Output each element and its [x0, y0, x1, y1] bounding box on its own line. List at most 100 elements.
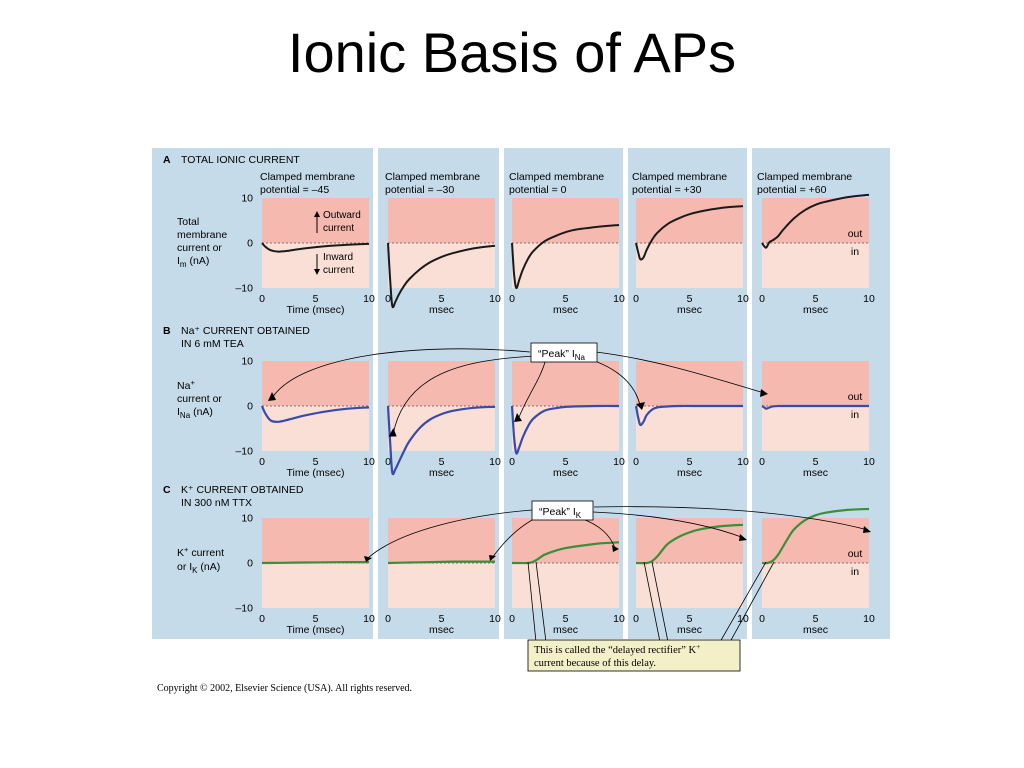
row-c-col-2-xlabel: msec	[553, 624, 578, 636]
row-a-col-1-xlabel: msec	[429, 304, 454, 316]
outward-arrow-head	[314, 211, 320, 217]
row-a-col-4-xlabel: msec	[803, 304, 828, 316]
peak-ina-arrow-3	[517, 361, 546, 421]
row-b-col-4-xtick-label: 5	[813, 456, 819, 468]
inward-annotation: Inward current	[314, 252, 354, 276]
row-a-col-1-inward-region	[388, 243, 495, 288]
row-a-col-0-outward-region	[262, 198, 369, 243]
peak-ik-arrow-1	[367, 509, 533, 559]
header-p0-line2: potential = –45	[260, 184, 329, 196]
row-c-col-2-xtick-label: 5	[563, 613, 569, 625]
row-c-col-3-xtick-label: 5	[687, 613, 693, 625]
row-a-col-1-xtick-label: 0	[385, 293, 391, 305]
row-a-ylabel-line1: Total	[177, 216, 199, 228]
row-a-col-2-xtick-label: 0	[509, 293, 515, 305]
row-b-col-1-xtick-label: 10	[489, 456, 501, 468]
row-c-col-0-xtick-label: 10	[363, 613, 375, 625]
row-b-col-4-xtick-label: 10	[863, 456, 875, 468]
slide-title: Ionic Basis of APs	[287, 21, 737, 84]
row-b-col-4-trace	[761, 404, 869, 410]
row-a-col-0-inward-region	[262, 243, 369, 288]
row-a-ylabel-line2: membrane	[177, 229, 227, 241]
row-b-col-2-xtick-label: 10	[613, 456, 625, 468]
row-a-col-2-xtick-label: 10	[613, 293, 625, 305]
delay-note-box	[527, 639, 741, 672]
delay-note-lines	[527, 561, 775, 643]
header-p2-line1: Clamped membrane	[509, 171, 604, 183]
row-c-col-0-xlabel: Time (msec)	[287, 624, 345, 636]
row-a-col-3-xtick-label: 5	[687, 293, 693, 305]
row-c-col-4-out-label: out	[848, 548, 863, 560]
row-a-col-2-trace	[511, 224, 620, 290]
peak-ik-arrowheads	[364, 526, 871, 562]
row-c-col-4-xtick-label: 5	[813, 613, 819, 625]
panel-a-title: TOTAL IONIC CURRENT	[181, 154, 300, 166]
row-c-col-1-xlabel: msec	[429, 624, 454, 636]
row-b-col-3-trace	[634, 404, 743, 427]
panel-c-title-1: K⁺ CURRENT OBTAINED	[181, 484, 304, 496]
row-c-ytick-label: 0	[247, 558, 253, 570]
row-a-col-4-xtick-label: 5	[813, 293, 819, 305]
row-b-ytick-label: 0	[247, 401, 253, 413]
row-a-col-3-xtick-label: 0	[633, 293, 639, 305]
row-c-col-1-inward-region	[388, 563, 495, 608]
peak-ina-callout-box	[530, 342, 598, 363]
row-c-col-1-trace	[387, 560, 495, 565]
row-b-col-4-in-label: in	[851, 409, 859, 421]
row-a-col-4-xtick-label: 0	[759, 293, 765, 305]
row-b-col-0-xtick-label: 5	[313, 456, 319, 468]
row-b-col-4-xlabel: msec	[803, 467, 828, 479]
row-c-col-1-outward-region	[388, 518, 495, 563]
row-c-col-4-xlabel: msec	[803, 624, 828, 636]
delay-line-2	[535, 561, 547, 643]
row-a-col-4-in-label: in	[851, 246, 859, 258]
row-c-col-4-xtick-label: 10	[863, 613, 875, 625]
row-b-col-0-xtick-label: 0	[259, 456, 265, 468]
row-c-col-0-inward-region	[262, 563, 369, 608]
column-headers: Clamped membrane potential = –45 Clamped…	[260, 171, 852, 196]
row-a-ytick-label: –10	[235, 283, 253, 295]
delay-line-5	[719, 561, 767, 643]
row-a-col-4-trace	[761, 193, 870, 249]
row-a-col-2-outward-region	[512, 198, 619, 243]
row-a-col-0-xlabel: Time (msec)	[287, 304, 345, 316]
panel-a-letter: A	[163, 154, 171, 166]
row-b-col-4-out-label: out	[848, 391, 863, 403]
row-a-col-3-trace	[635, 205, 744, 261]
row-c-col-0-outward-region	[262, 518, 369, 563]
row-a-col-4-out-label: out	[848, 228, 863, 240]
peak-ina-arrow-2	[392, 355, 535, 436]
column-dividers	[373, 148, 752, 639]
row-a-col-1-xtick-label: 5	[439, 293, 445, 305]
row-b-col-2-xlabel: msec	[553, 467, 578, 479]
row-b-ytick-label: –10	[235, 446, 253, 458]
row-a-col-1-xtick-label: 10	[489, 293, 501, 305]
row-c-col-1-xtick-label: 10	[489, 613, 501, 625]
row-b-col-4-xtick-label: 0	[759, 456, 765, 468]
peak-ina-arrow-4	[591, 359, 641, 406]
outward-label-1: Outward	[323, 210, 361, 221]
row-a-col-0-xtick-label: 5	[313, 293, 319, 305]
header-p0-line1: Clamped membrane	[260, 171, 355, 183]
row-c-col-1-xtick-label: 0	[385, 613, 391, 625]
header-p4-line1: Clamped membrane	[757, 171, 852, 183]
row-c-ytick-label: –10	[235, 603, 253, 615]
row-a-col-2-xtick-label: 5	[563, 293, 569, 305]
row-c-col-4-inward-region	[762, 563, 869, 608]
row-c-col-2-xtick-label: 10	[613, 613, 625, 625]
row-c-col-2-trace	[511, 541, 620, 565]
row-c-col-3-xtick-label: 0	[633, 613, 639, 625]
peak-ik-arrow-5	[593, 506, 869, 531]
delay-note-line1: This is called the “delayed rectifier” K…	[534, 642, 700, 656]
row-a-col-3-outward-region	[636, 198, 743, 243]
row-b-col-0-xtick-label: 10	[363, 456, 375, 468]
row-a-col-2-xlabel: msec	[553, 304, 578, 316]
row-b-col-3-outward-region	[636, 361, 743, 406]
row-a-col-4-xtick-label: 10	[863, 293, 875, 305]
row-a-col-2-inward-region	[512, 243, 619, 288]
row-b-col-1-inward-region	[388, 406, 495, 451]
peak-ina-arrows	[271, 348, 765, 436]
row-b-col-2-inward-region	[512, 406, 619, 451]
row-a-col-3-xtick-label: 10	[737, 293, 749, 305]
row-a-col-3-xlabel: msec	[677, 304, 702, 316]
